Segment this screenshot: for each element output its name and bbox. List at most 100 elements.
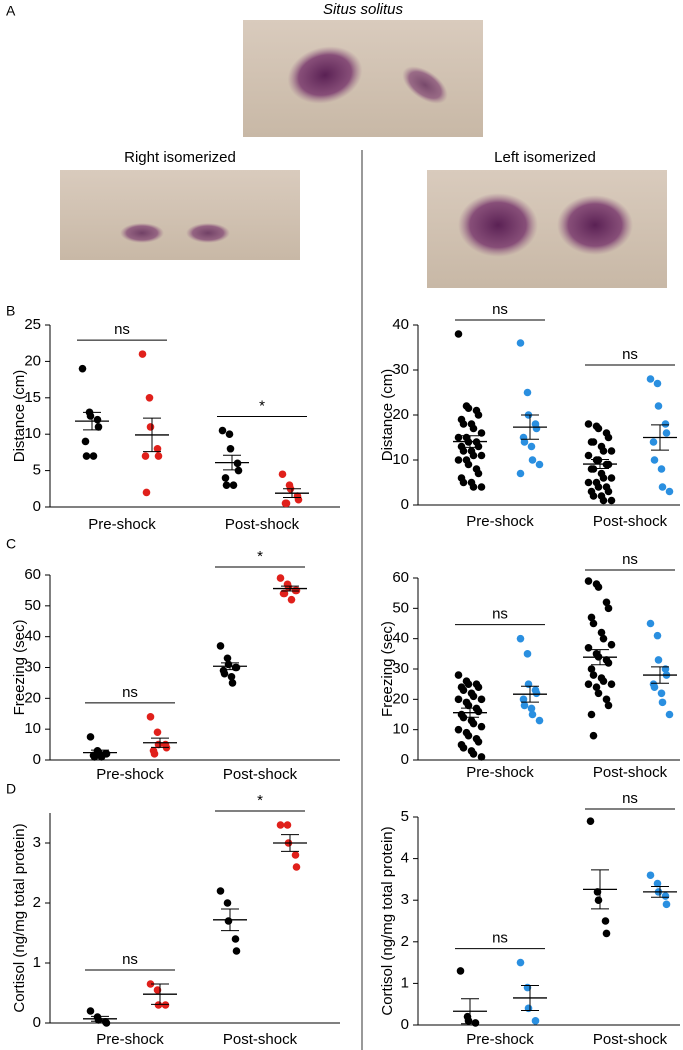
significance-label: ns: [122, 951, 138, 968]
data-point: [454, 671, 463, 679]
data-point: [94, 423, 103, 431]
data-point: [153, 986, 162, 994]
y-tick-label: 40: [392, 316, 409, 333]
error-bar: [591, 649, 609, 666]
data-point: [587, 710, 596, 719]
error-bar: [651, 885, 669, 898]
data-point: [216, 887, 225, 895]
data-point: [150, 750, 159, 758]
y-tick-label: 60: [392, 569, 409, 586]
y-tick-label: 40: [24, 628, 41, 645]
data-point: [604, 604, 613, 613]
y-axis-label: Freezing (sec): [379, 621, 396, 717]
y-tick-label: 2: [401, 933, 409, 950]
data-point: [153, 728, 162, 737]
data-point: [282, 499, 291, 508]
data-point: [464, 404, 473, 413]
data-point: [594, 483, 603, 491]
y-axis-label: Cortisol (ng/mg total protein): [379, 826, 396, 1015]
error-bar: [283, 488, 301, 499]
data-point: [520, 701, 529, 710]
data-point: [464, 460, 473, 469]
y-axis-label: Cortisol (ng/mg total protein): [11, 823, 28, 1012]
data-point: [469, 424, 478, 433]
x-tick-label: Pre-shock: [466, 1031, 534, 1048]
data-point: [589, 619, 598, 628]
data-point: [232, 947, 241, 955]
data-point: [221, 474, 230, 482]
y-tick-label: 1: [33, 954, 41, 971]
data-point: [454, 725, 463, 734]
error-bar: [151, 983, 169, 1005]
data-point: [586, 817, 595, 825]
data-point: [601, 917, 610, 925]
data-point: [469, 750, 478, 758]
significance-label: *: [257, 792, 263, 809]
data-point: [280, 589, 289, 598]
data-point: [532, 689, 541, 698]
x-tick-label: Post-shock: [223, 766, 298, 783]
data-point: [653, 379, 662, 388]
image-title: Right isomerized: [124, 149, 236, 166]
data-point: [224, 660, 233, 669]
data-point: [138, 350, 147, 358]
y-axis-label: Distance (cm): [379, 369, 396, 462]
data-point: [584, 577, 593, 585]
data-point: [654, 656, 663, 664]
data-point: [474, 738, 483, 746]
chart: 0 10 20 30 40 50 60 Freezing (sec) Pre-shock ns Po…: [379, 551, 680, 781]
y-tick-label: 30: [392, 361, 409, 378]
y-axis-label: Freezing (sec): [11, 620, 28, 716]
y-tick-label: 2: [33, 894, 41, 911]
error-bar: [591, 869, 609, 910]
data-point: [594, 583, 603, 591]
y-tick-label: 10: [392, 721, 409, 738]
y-tick-label: 5: [33, 462, 41, 479]
x-tick-label: Pre-shock: [466, 513, 534, 530]
data-point: [535, 716, 544, 725]
data-point: [224, 917, 233, 925]
error-bar: [651, 666, 669, 684]
data-point: [604, 659, 613, 667]
data-point: [220, 669, 229, 678]
data-point: [454, 695, 463, 704]
significance-label: ns: [622, 790, 638, 807]
data-point: [464, 701, 473, 710]
data-point: [646, 619, 655, 628]
data-point: [474, 683, 483, 691]
data-point: [228, 679, 237, 687]
data-point: [89, 452, 98, 460]
error-bar: [591, 459, 609, 470]
data-point: [646, 871, 655, 880]
y-tick-label: 0: [401, 496, 409, 513]
data-point: [459, 447, 468, 455]
data-point: [459, 686, 468, 695]
photo: [427, 170, 667, 288]
y-tick-label: 30: [392, 660, 409, 677]
data-point: [222, 481, 231, 489]
data-point: [469, 719, 478, 728]
y-tick-label: 1: [401, 974, 409, 991]
data-point: [292, 863, 301, 871]
data-point: [527, 704, 536, 713]
y-tick-label: 4: [401, 850, 409, 867]
data-point: [594, 424, 603, 433]
data-point: [584, 680, 593, 688]
data-point: [474, 442, 483, 451]
significance-label: ns: [492, 301, 508, 318]
y-tick-label: 0: [33, 751, 41, 768]
chart: 0 10 20 30 40 50 60 Freezing (sec) Pre-shock ns Po…: [11, 548, 340, 783]
data-point: [464, 680, 473, 688]
data-point: [523, 388, 532, 397]
data-point: [474, 707, 483, 716]
data-point: [456, 967, 465, 975]
data-point: [657, 465, 666, 473]
y-tick-label: 20: [392, 406, 409, 423]
data-point: [587, 665, 596, 673]
data-point: [474, 469, 483, 478]
data-point: [218, 426, 227, 435]
x-tick-label: Pre-shock: [466, 764, 534, 781]
data-point: [599, 447, 608, 455]
data-point: [599, 634, 608, 643]
y-tick-label: 25: [24, 316, 41, 333]
